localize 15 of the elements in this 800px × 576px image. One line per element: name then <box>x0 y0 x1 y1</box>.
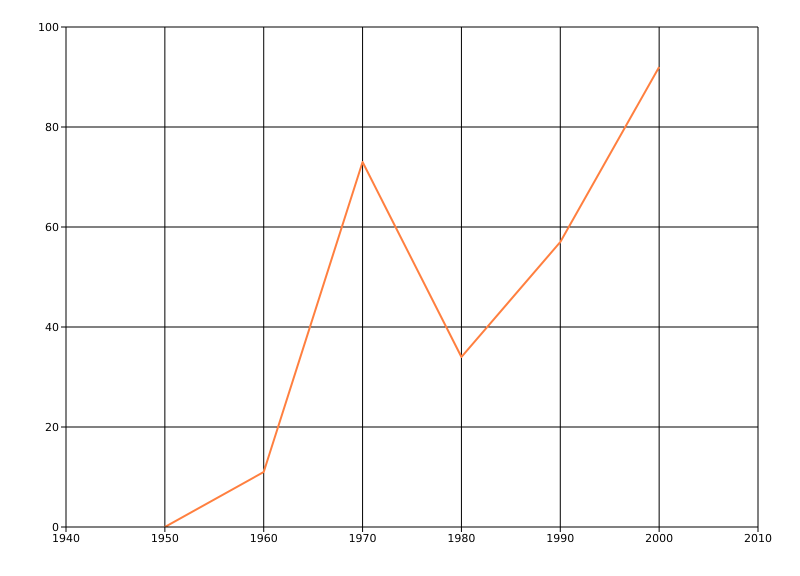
x-tick-label: 1960 <box>250 532 278 545</box>
y-tick-label: 0 <box>52 520 59 534</box>
x-tick-label: 1950 <box>150 532 179 545</box>
x-tick-label: 1970 <box>348 532 377 545</box>
x-tick-label: 2010 <box>744 532 772 545</box>
y-tick-label: 20 <box>45 420 59 434</box>
y-tick-label: 40 <box>45 320 59 334</box>
y-tick-label: 80 <box>45 120 59 134</box>
x-tick-label: 1940 <box>52 532 80 545</box>
y-tick-label: 60 <box>45 220 59 234</box>
y-tick-label: 100 <box>38 20 59 34</box>
line-series <box>164 66 660 527</box>
x-tick-label: 2000 <box>645 532 674 545</box>
x-tick-label: 1990 <box>546 532 574 545</box>
x-tick-label: 1980 <box>447 532 476 545</box>
